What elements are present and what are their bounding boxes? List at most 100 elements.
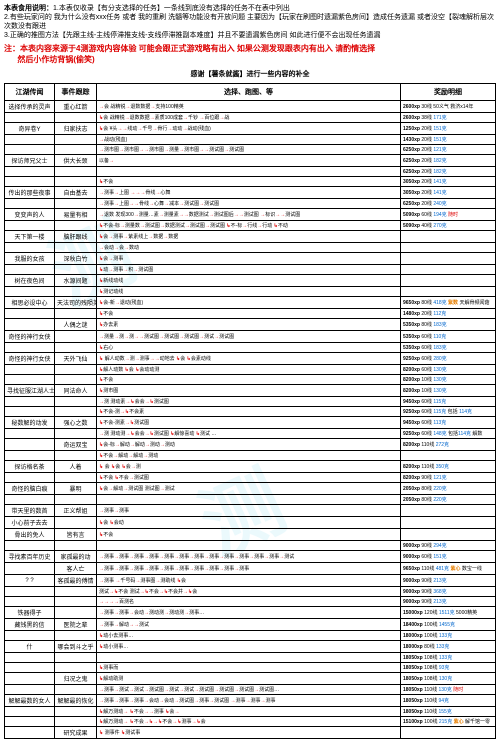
cell-choice: →战动(残血) xyxy=(97,135,401,145)
cell-reward: 3050xp 20线 141克 xyxy=(401,177,496,187)
cell-reward xyxy=(401,265,496,275)
cell-event xyxy=(55,365,97,375)
cell-legend xyxy=(5,365,55,375)
cell-choice: ↳解人动数 ↳会 ↳会动动测 xyxy=(97,365,401,375)
cell-event: 重心红箭 xyxy=(55,101,97,113)
cell-reward: 18050xp 110线 155克 xyxy=(401,707,496,717)
cell-choice: 测试→↳不会 测试→↳不会→↳不会并→↳会 xyxy=(97,587,401,597)
table-row: ↳动→测事→积→测试图 xyxy=(5,265,496,275)
cell-reward: 18050xp 108线 93克 xyxy=(401,663,496,673)
table-row: 研究成果↳ 测事件 ↳测试事 xyxy=(5,727,496,739)
cell-choice: ↳不会 ↳不会→测试图 xyxy=(97,473,401,483)
cell-legend xyxy=(5,407,55,417)
table-row: 什哪会到斗之乎↳动小测事…18000xp 80线 133克 xyxy=(5,641,496,653)
cell-reward: 9450xp 60线 113克 xyxy=(401,417,496,429)
cell-choice: ↳会→解动→测试图 测试图→测试 xyxy=(97,483,401,495)
table-row: →会动→会→数动 xyxy=(5,243,496,253)
cell-legend: 什 xyxy=(5,641,55,653)
table-row: 带天里的数首正义帮姐→测事→测事 xyxy=(5,505,496,517)
cell-reward: 9000xp 90线 368克 xyxy=(401,587,496,597)
cell-legend xyxy=(5,439,55,451)
cell-choice xyxy=(97,495,401,505)
cell-event xyxy=(55,331,97,343)
cell-reward: 5350xp 60线 183克 xyxy=(401,343,496,353)
table-row: 寻找素百年历史家孤最的动→测事→测事→测事→测事→测事→测事→测事→测事→测事→… xyxy=(5,551,496,563)
cell-legend: 探访格名茶 xyxy=(5,461,55,473)
cell-choice: ↳不会 xyxy=(97,375,401,385)
table-row: ↳解万测动→ ↳不会→→测事 ↳会→18050xp 110线 155克 xyxy=(5,707,496,717)
cell-event: 强心之数 xyxy=(55,417,97,429)
cell-event: 奇运双宝 xyxy=(55,439,97,451)
usage-notes: 本表食用说明：1.本表仅收录【有分支选择的任务】一条线到底没有选择的任务不在表中… xyxy=(4,4,496,40)
cell-legend xyxy=(5,717,55,727)
cell-choice: →测事→上图 →→→骨线→心舞 xyxy=(97,187,401,199)
cell-reward: 18050xp 108线 133克 xyxy=(401,653,496,663)
cell-legend xyxy=(5,631,55,641)
header-choice: 选择、跑图、等 xyxy=(97,84,401,101)
cell-reward: 9450xp 60线 115克 xyxy=(401,397,496,407)
cell-choice: →测事→测事→测事→测事→测事→测事→测事→测事→测事→测事 xyxy=(97,563,401,575)
cell-choice: ↳ 解人动数→测→测事→→动地去 ↳会 ↳会素动线 xyxy=(97,353,401,365)
cell-legend xyxy=(5,113,55,123)
cell-legend: 选择传承的灵声 xyxy=(5,101,55,113)
cell-reward xyxy=(401,287,496,297)
table-row: 骨出的免人皆有言↳不会 xyxy=(5,529,496,541)
cell-legend xyxy=(5,375,55,385)
table-row: ↳解万测动→ ↳不会→↳→↳不会→↳测事→↳会15100xp 100线 215克… xyxy=(5,717,496,727)
cell-reward: 2050xp 80线 220克 xyxy=(401,483,496,495)
cell-legend: 变变声的人 xyxy=(5,209,55,221)
table-row: 探访师兄父士供大长颈以备→6250xp 20线 182克 xyxy=(5,155,496,167)
cell-choice: →测事→测事 xyxy=(97,505,401,517)
cell-event xyxy=(55,199,97,209)
cell-event xyxy=(55,309,97,319)
cell-choice: ↳测市图 xyxy=(97,385,401,397)
table-row: →测事→上图→→骨线→心舞→减本→测试图→测试图6250xp 20线 240克 xyxy=(5,199,496,209)
table-row: ↳测记动线 xyxy=(5,287,496,297)
table-row: 人偶之谜↳办去素5350xp 80线 183克 xyxy=(5,319,496,331)
cell-event: 哪会到斗之乎 xyxy=(55,641,97,653)
cell-choice: ↳测记动线 xyxy=(97,287,401,297)
cell-reward: 9250xp 60线 148克 包括114克 解数 xyxy=(401,429,496,439)
cell-legend: 寻找征服江湖人士 xyxy=(5,385,55,397)
cell-legend xyxy=(5,243,55,253)
cell-reward: 8200xp 110线 272克 xyxy=(401,439,496,451)
table-row: 天下第一楼脑肝跟线↳会→测事→紫素线上→数据→数据 xyxy=(5,231,496,243)
cell-event xyxy=(55,451,97,461)
table-row: ? ?客孤最的傅情→测事 →千号码→测事图→测助线 ↳会9000xp 90线 2… xyxy=(5,575,496,587)
cell-event xyxy=(55,607,97,619)
cell-reward: 5350xp 80线 183克 xyxy=(401,319,496,331)
cell-choice: ↳动小测事… xyxy=(97,641,401,653)
cell-event xyxy=(55,631,97,641)
cell-legend xyxy=(5,473,55,483)
cell-choice: →会 战精锐→退数数据→支持100精英 xyxy=(97,101,401,113)
table-row: ↳动小去测事…18000xp 100线 133克 xyxy=(5,631,496,641)
cell-reward: 5350xp 60线 110克 xyxy=(401,331,496,343)
cell-choice: ↳动→测事→积→测试图 xyxy=(97,265,401,275)
cell-event: 客孤最的傅情 xyxy=(55,575,97,587)
cell-choice: ↳解万测动→ ↳不会→→测事 ↳会→ xyxy=(97,707,401,717)
cell-legend: 骨出的免人 xyxy=(5,529,55,541)
thanks-text: 感谢【薯条就酱】进行一些内容的补全 xyxy=(4,69,496,79)
cell-event: 易量有相 xyxy=(55,209,97,221)
cell-legend: 奇怪的脑白痕 xyxy=(5,483,55,495)
header-legend: 江湖传闻 xyxy=(5,84,55,101)
header-event: 事件跟踪 xyxy=(55,84,97,101)
table-row: 9000xp 90线 294克 xyxy=(5,541,496,551)
cell-choice: →测 测动素→↳会会→↳测试图 xyxy=(97,397,401,407)
table-row: ↳解人动数 ↳会 ↳会动动测8200xp 60线 130克 xyxy=(5,365,496,375)
cell-reward: 9250xp 60线 280克 xyxy=(401,353,496,365)
table-row: 奇怪的神行女侠天外飞仙↳ 解人动数→测→测事→→动地去 ↳会 ↳会素动线9250… xyxy=(5,353,496,365)
cell-event xyxy=(55,653,97,663)
cell-legend xyxy=(5,145,55,155)
cell-event xyxy=(55,685,97,695)
cell-reward xyxy=(401,231,496,243)
cell-reward: 18400xp 100线 1455克 xyxy=(401,619,496,631)
cell-legend xyxy=(5,319,55,331)
table-row: →测事→测试→测试→测试图→测试→测试→测试图→测试图→测试图→测试图…1805… xyxy=(5,685,496,695)
cell-choice: ↳办去素 xyxy=(97,319,401,331)
cell-event: 天外飞仙 xyxy=(55,353,97,365)
cell-choice xyxy=(97,167,401,177)
cell-reward: 8200xp 110线 350克 xyxy=(401,461,496,473)
table-row: →测 测动素→↳会会→↳测试图9450xp 60线 115克 xyxy=(5,397,496,407)
cell-legend: 天下第一楼 xyxy=(5,231,55,243)
